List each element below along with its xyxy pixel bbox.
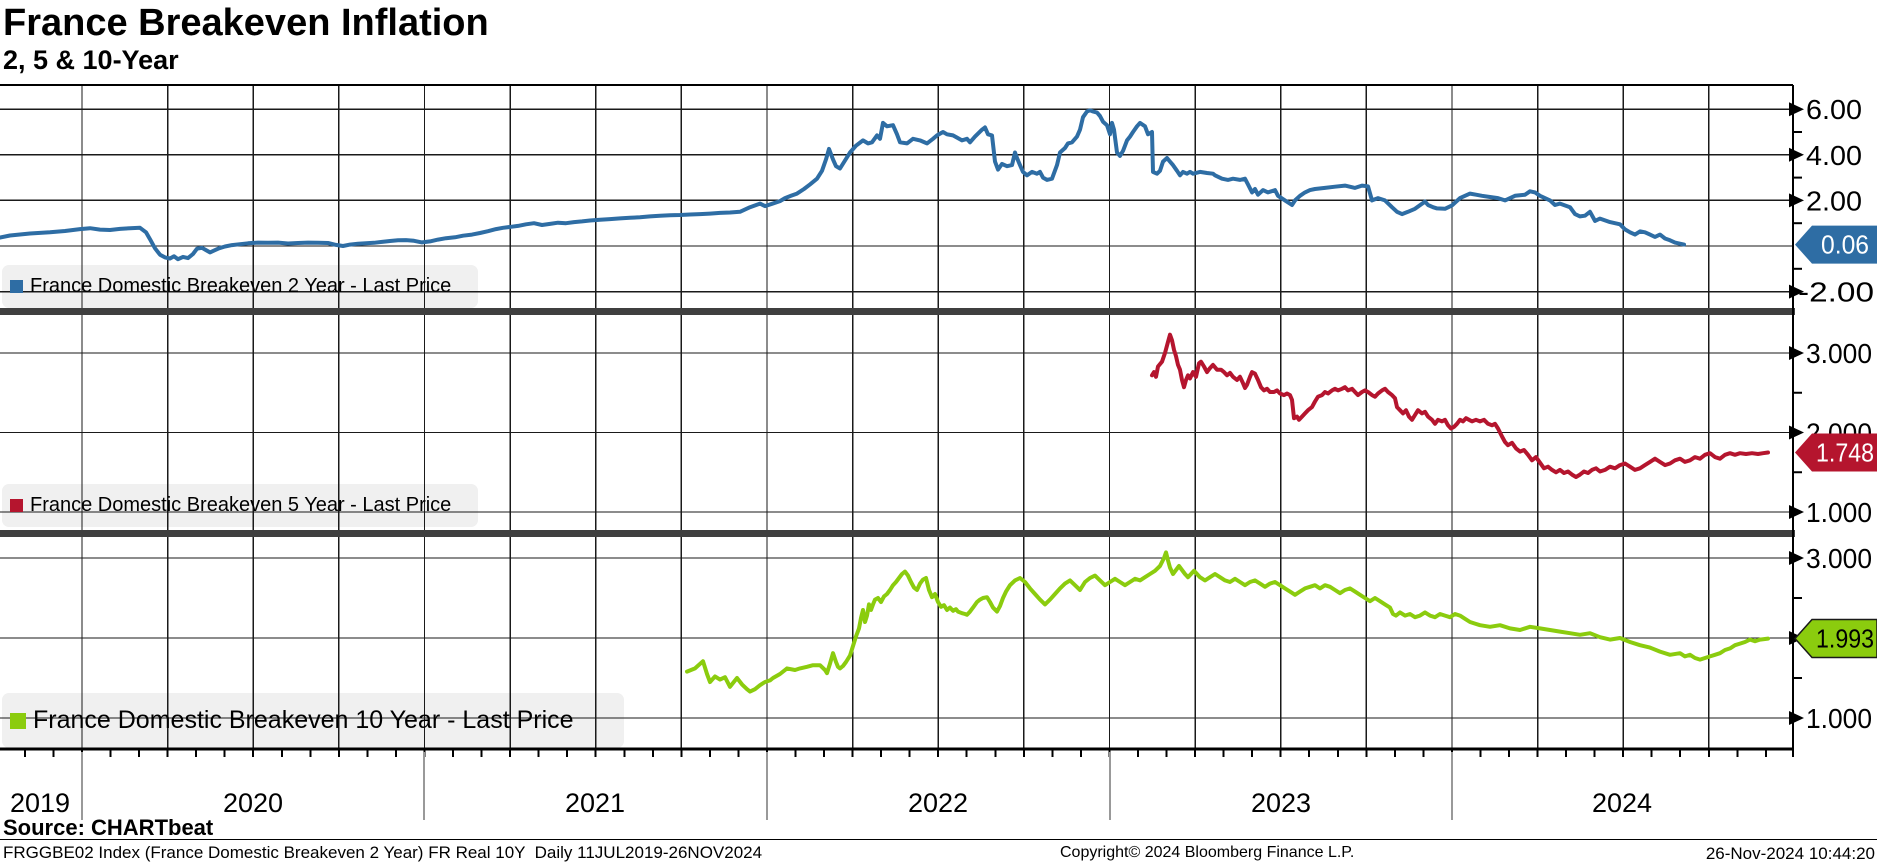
legend-label-5yr: France Domestic Breakeven 5 Year - Last … — [30, 494, 452, 516]
legend-swatch-2yr-icon — [10, 280, 23, 293]
page-subtitle: 2, 5 & 10-Year — [3, 45, 179, 75]
legend-item-10yr[interactable]: France Domestic Breakeven 10 Year - Last… — [10, 693, 574, 748]
legend-swatch-10yr-icon — [10, 712, 26, 729]
x-axis-year-labels: 2019 2020 2021 2022 2023 2024 — [10, 788, 1652, 818]
page-title: France Breakeven Inflation — [3, 2, 489, 44]
month-ticks — [23, 749, 1767, 757]
svg-text:0.06: 0.06 — [1821, 230, 1869, 260]
svg-text:3.000: 3.000 — [1806, 543, 1872, 574]
svg-text:1.748: 1.748 — [1816, 438, 1874, 468]
legend-label-2yr: France Domestic Breakeven 2 Year - Last … — [30, 275, 452, 297]
last-price-badge-10yr: 1.993 — [1793, 618, 1877, 659]
horizontal-gridlines — [0, 108, 1793, 719]
svg-text:1.993: 1.993 — [1816, 624, 1874, 654]
legend-box-10yr — [2, 693, 624, 748]
legend-item-2yr[interactable]: France Domestic Breakeven 2 Year - Last … — [10, 265, 451, 308]
svg-text:4.00: 4.00 — [1806, 140, 1862, 171]
footer-timestamp: 26-Nov-2024 10:44:20 — [1705, 844, 1875, 863]
svg-text:2.00: 2.00 — [1806, 185, 1862, 216]
chart-canvas[interactable]: 2019 2020 2021 2022 2023 2024 6.00 4.00 2.00 -2.0… — [0, 0, 1877, 830]
footer-copyright: Copyright© 2024 Bloomberg Finance L.P. — [1060, 844, 1355, 861]
svg-text:1.000: 1.000 — [1806, 703, 1872, 734]
svg-text:1.000: 1.000 — [1806, 497, 1872, 528]
svg-text:2020: 2020 — [223, 788, 283, 818]
svg-text:2024: 2024 — [1592, 788, 1652, 818]
legend-swatch-5yr-icon — [10, 499, 23, 512]
vertical-gridlines — [81, 85, 1710, 749]
svg-text:3.000: 3.000 — [1806, 338, 1872, 369]
series-10yr — [685, 550, 1770, 694]
panel-2yr-y-axis: 6.00 4.00 2.00 -2.00 — [1789, 94, 1874, 308]
svg-text:2019: 2019 — [10, 788, 70, 818]
panel-separators — [0, 84, 1795, 757]
footer-ticker-meta: FRGGBE02 Index (France Domestic Breakeve… — [3, 843, 763, 862]
svg-text:2022: 2022 — [908, 788, 968, 818]
svg-text:6.00: 6.00 — [1806, 94, 1862, 125]
footer-source: Source: CHARTbeat — [3, 815, 214, 840]
last-price-badge-5yr: 1.748 — [1795, 433, 1877, 472]
series-5yr — [1150, 332, 1770, 479]
legend-label-10yr: France Domestic Breakeven 10 Year - Last… — [33, 706, 574, 734]
svg-text:-2.00: -2.00 — [1798, 277, 1874, 308]
svg-text:2021: 2021 — [565, 788, 625, 818]
year-dividers — [81, 752, 1453, 820]
svg-text:2023: 2023 — [1251, 788, 1311, 818]
chart-svg[interactable]: 2019 2020 2021 2022 2023 2024 6.00 4.00 2.00 -2.0… — [0, 0, 1877, 830]
legend-item-5yr[interactable]: France Domestic Breakeven 5 Year - Last … — [10, 484, 451, 527]
series-2yr — [0, 108, 1686, 262]
footer-divider — [0, 839, 1877, 840]
last-price-badge-2yr: 0.06 — [1795, 225, 1877, 264]
